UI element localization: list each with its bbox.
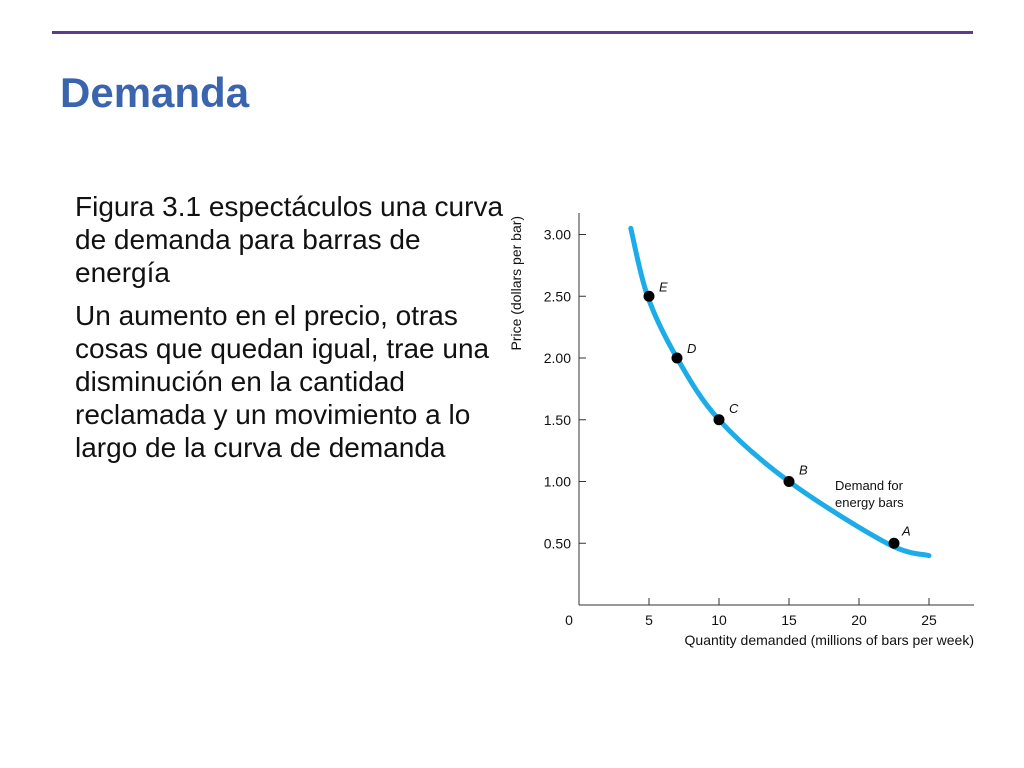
point-c xyxy=(713,414,725,426)
curve-label-line: energy bars xyxy=(835,495,904,510)
point-label-a: A xyxy=(901,523,911,538)
slide-title: Demanda xyxy=(60,69,250,116)
y-tick-label: 3.00 xyxy=(544,227,571,243)
x-tick-label: 10 xyxy=(711,612,727,628)
x-tick-label: 0 xyxy=(565,612,573,628)
points-layer xyxy=(643,290,900,549)
y-tick-label: 1.00 xyxy=(544,474,571,490)
y-tick-label: 2.00 xyxy=(544,350,571,366)
x-tick-label: 15 xyxy=(781,612,797,628)
point-label-b: B xyxy=(799,463,808,478)
labels-layer: E D C B A Demand for energy bars xyxy=(659,279,911,538)
point-label-c: C xyxy=(729,401,739,416)
point-a xyxy=(888,537,900,549)
body-text: Figura 3.1 espectáculos una curva de dem… xyxy=(75,190,505,474)
paragraph-figure-caption: Figura 3.1 espectáculos una curva de dem… xyxy=(75,191,504,289)
point-label-e: E xyxy=(659,279,668,294)
y-tick-label: 0.50 xyxy=(544,535,571,551)
x-tick-label: 5 xyxy=(645,612,653,628)
point-label-d: D xyxy=(687,341,696,356)
point-d xyxy=(671,352,683,364)
x-tick-label: 20 xyxy=(851,612,867,628)
demand-chart: 0.50 1.00 1.50 2.00 2.50 3.00 0 5 10 15 20 25 Quanti… xyxy=(508,213,974,648)
chart-axes: 0.50 1.00 1.50 2.00 2.50 3.00 0 5 10 15 20 25 Quanti… xyxy=(508,213,974,648)
y-tick-label: 1.50 xyxy=(544,412,571,428)
title-rule xyxy=(52,31,973,34)
x-axis-title: Quantity demanded (millions of bars per … xyxy=(685,632,974,648)
curve-label-line: Demand for xyxy=(835,478,904,493)
paragraph-explanation: Un aumento en el precio, otras cosas que… xyxy=(75,300,490,464)
point-e xyxy=(643,290,655,302)
y-tick-label: 2.50 xyxy=(544,288,571,304)
point-b xyxy=(783,476,795,487)
y-axis-title: Price (dollars per bar) xyxy=(508,216,524,351)
x-tick-label: 25 xyxy=(921,612,937,628)
